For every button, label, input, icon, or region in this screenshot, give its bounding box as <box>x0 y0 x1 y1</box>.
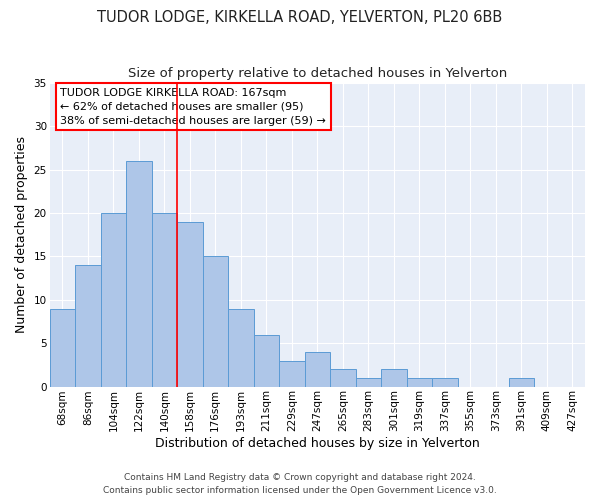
Bar <box>330 369 356 386</box>
Text: TUDOR LODGE KIRKELLA ROAD: 167sqm
← 62% of detached houses are smaller (95)
38% : TUDOR LODGE KIRKELLA ROAD: 167sqm ← 62% … <box>60 88 326 126</box>
Bar <box>203 256 228 386</box>
Bar <box>509 378 534 386</box>
Bar <box>75 265 101 386</box>
Title: Size of property relative to detached houses in Yelverton: Size of property relative to detached ho… <box>128 68 507 80</box>
X-axis label: Distribution of detached houses by size in Yelverton: Distribution of detached houses by size … <box>155 437 479 450</box>
Y-axis label: Number of detached properties: Number of detached properties <box>15 136 28 334</box>
Text: Contains HM Land Registry data © Crown copyright and database right 2024.
Contai: Contains HM Land Registry data © Crown c… <box>103 474 497 495</box>
Bar <box>254 334 279 386</box>
Bar <box>152 213 177 386</box>
Bar <box>381 369 407 386</box>
Bar <box>407 378 432 386</box>
Bar <box>50 308 75 386</box>
Bar <box>305 352 330 386</box>
Bar <box>279 360 305 386</box>
Bar <box>177 222 203 386</box>
Bar <box>432 378 458 386</box>
Text: TUDOR LODGE, KIRKELLA ROAD, YELVERTON, PL20 6BB: TUDOR LODGE, KIRKELLA ROAD, YELVERTON, P… <box>97 10 503 25</box>
Bar <box>228 308 254 386</box>
Bar <box>126 161 152 386</box>
Bar <box>356 378 381 386</box>
Bar <box>101 213 126 386</box>
